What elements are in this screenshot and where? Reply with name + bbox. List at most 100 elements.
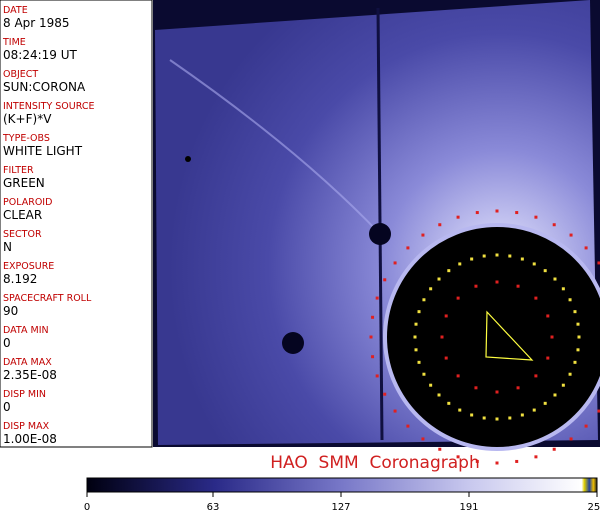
red-dot <box>475 211 479 215</box>
red-dot <box>438 223 442 227</box>
yellow-dot <box>417 360 421 364</box>
yellow-dot <box>495 253 499 257</box>
field-label: DATA MAX <box>3 357 52 368</box>
yellow-dot <box>561 383 565 387</box>
field-label: TIME <box>2 37 26 48</box>
yellow-dot <box>437 277 441 281</box>
yellow-dot <box>520 413 524 417</box>
red-dot <box>371 315 375 319</box>
info-panel <box>0 0 153 448</box>
field-value: 0 <box>3 400 11 414</box>
red-dot <box>406 424 410 428</box>
yellow-dot <box>532 262 536 266</box>
red-dot <box>584 246 588 250</box>
red-dot <box>421 233 425 237</box>
tick-label: 255 <box>587 502 600 512</box>
field-label: DISP MIN <box>3 389 46 400</box>
yellow-dot <box>458 262 462 266</box>
yellow-dot <box>576 322 580 326</box>
field-label: DATE <box>3 5 28 16</box>
red-dot <box>371 355 375 359</box>
red-dot <box>534 296 538 300</box>
red-dot <box>515 459 519 463</box>
yellow-dot <box>520 257 524 261</box>
tick-label: 127 <box>331 502 350 512</box>
field-label: SPACECRAFT ROLL <box>3 293 92 304</box>
yellow-dot <box>447 269 451 273</box>
red-dot <box>456 215 460 219</box>
field-value: CLEAR <box>3 208 42 222</box>
field-label: INTENSITY SOURCE <box>3 101 95 112</box>
red-dot <box>569 437 573 441</box>
yellow-dot <box>458 408 462 412</box>
red-dot <box>495 209 499 213</box>
field-label: DISP MAX <box>3 421 50 432</box>
red-dot <box>495 390 499 394</box>
streamer <box>169 59 381 235</box>
yellow-dot <box>414 322 418 326</box>
yellow-dot <box>553 393 557 397</box>
red-dot <box>534 374 538 378</box>
yellow-dot <box>573 310 577 314</box>
field-label: POLAROID <box>3 197 52 208</box>
field-label: DATA MIN <box>3 325 49 336</box>
field-label: FILTER <box>3 165 34 176</box>
red-dot <box>438 447 442 451</box>
yellow-dot <box>568 298 572 302</box>
red-dot <box>474 386 478 390</box>
yellow-dot <box>422 298 426 302</box>
yellow-dot <box>543 269 547 273</box>
red-dot <box>406 246 410 250</box>
red-dot <box>456 296 460 300</box>
red-dot <box>375 296 379 300</box>
yellow-dot <box>414 348 418 352</box>
yellow-dot <box>561 287 565 291</box>
yellow-dot <box>508 254 512 258</box>
red-dot <box>383 392 387 396</box>
red-dot <box>584 424 588 428</box>
red-dot <box>552 223 556 227</box>
red-dot <box>495 280 499 284</box>
yellow-dot <box>568 372 572 376</box>
yellow-dot <box>553 277 557 281</box>
field-value: GREEN <box>3 176 45 190</box>
yellow-dot <box>470 257 474 261</box>
field-value: 90 <box>3 304 18 318</box>
colorbar <box>86 477 598 493</box>
tick-label: 191 <box>459 502 478 512</box>
red-dot <box>515 211 519 215</box>
colorbar-ticks: 0 63 127 191 255 <box>84 492 600 512</box>
field-value: 1.00E-08 <box>3 432 57 446</box>
overlay-dots <box>369 209 600 465</box>
red-dot <box>546 314 550 318</box>
field-value: 08:24:19 UT <box>3 48 77 62</box>
yellow-dot <box>508 416 512 420</box>
field-value: WHITE LIGHT <box>3 144 83 158</box>
occulter <box>383 223 600 451</box>
red-dot <box>393 261 397 265</box>
field-value: 0 <box>3 336 11 350</box>
red-dot <box>474 284 478 288</box>
dark-spot <box>282 332 304 354</box>
yellow-dot <box>413 335 417 339</box>
yellow-dot <box>429 383 433 387</box>
image-title: HAO SMM Coronagraph <box>270 453 479 473</box>
yellow-dot <box>576 348 580 352</box>
red-dot <box>375 374 379 378</box>
red-dot <box>383 278 387 282</box>
yellow-dot <box>470 413 474 417</box>
yellow-dot <box>447 401 451 405</box>
red-dot <box>475 459 479 463</box>
red-dot <box>369 335 373 339</box>
red-dot <box>444 314 448 318</box>
field-value: 8.192 <box>3 272 37 286</box>
yellow-dot <box>429 287 433 291</box>
red-dot <box>421 437 425 441</box>
yellow-dot <box>482 416 486 420</box>
red-dot <box>597 409 600 413</box>
red-dot <box>456 374 460 378</box>
overlay-triangle <box>485 310 534 361</box>
yellow-dot <box>543 401 547 405</box>
